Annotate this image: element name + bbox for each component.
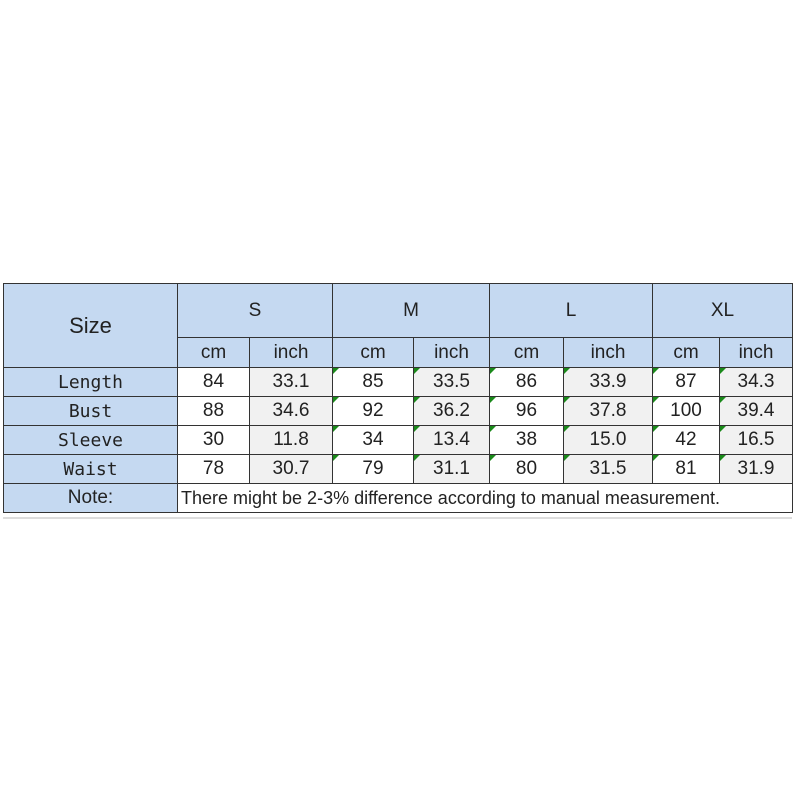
size-m-header: M: [332, 283, 490, 338]
cm-cell: 38: [489, 425, 564, 455]
unit-header-cm: cm: [652, 337, 720, 368]
table-row: Bust 88 34.6 92 36.2 96 37.8 100 39.4: [3, 396, 793, 426]
row-label: Length: [3, 367, 178, 397]
size-l-header: L: [489, 283, 653, 338]
size-chart: Size S M L XL cm inch cm inch cm inch cm inch L…: [3, 283, 793, 513]
cm-cell: 84: [177, 367, 250, 397]
cm-cell: 79: [332, 454, 414, 484]
cm-cell: 86: [489, 367, 564, 397]
cm-cell: 81: [652, 454, 720, 484]
inch-cell: 31.9: [719, 454, 793, 484]
inch-cell: 39.4: [719, 396, 793, 426]
cm-cell: 87: [652, 367, 720, 397]
note-label: Note:: [3, 483, 178, 513]
inch-cell: 34.6: [249, 396, 333, 426]
unit-header-inch: inch: [719, 337, 793, 368]
cm-cell: 92: [332, 396, 414, 426]
size-header: Size: [3, 283, 178, 368]
inch-cell: 16.5: [719, 425, 793, 455]
cm-cell: 42: [652, 425, 720, 455]
size-s-header: S: [177, 283, 333, 338]
divider: [3, 517, 792, 519]
cm-cell: 100: [652, 396, 720, 426]
size-xl-header: XL: [652, 283, 793, 338]
table-row: Sleeve 30 11.8 34 13.4 38 15.0 42 16.5: [3, 425, 793, 455]
cm-cell: 96: [489, 396, 564, 426]
unit-header-cm: cm: [332, 337, 414, 368]
inch-cell: 15.0: [563, 425, 653, 455]
table-row: Waist 78 30.7 79 31.1 80 31.5 81 31.9: [3, 454, 793, 484]
table-row: Length 84 33.1 85 33.5 86 33.9 87 34.3: [3, 367, 793, 397]
unit-header-cm: cm: [489, 337, 564, 368]
cm-cell: 85: [332, 367, 414, 397]
unit-header-inch: inch: [563, 337, 653, 368]
cm-cell: 80: [489, 454, 564, 484]
inch-cell: 30.7: [249, 454, 333, 484]
inch-cell: 34.3: [719, 367, 793, 397]
inch-cell: 33.5: [413, 367, 490, 397]
unit-header-cm: cm: [177, 337, 250, 368]
inch-cell: 31.5: [563, 454, 653, 484]
cm-cell: 34: [332, 425, 414, 455]
size-table: Size S M L XL cm inch cm inch cm inch cm inch L…: [3, 283, 793, 513]
inch-cell: 31.1: [413, 454, 490, 484]
row-label: Waist: [3, 454, 178, 484]
inch-cell: 33.9: [563, 367, 653, 397]
cm-cell: 30: [177, 425, 250, 455]
row-label: Bust: [3, 396, 178, 426]
inch-cell: 33.1: [249, 367, 333, 397]
inch-cell: 11.8: [249, 425, 333, 455]
unit-header-inch: inch: [249, 337, 333, 368]
unit-header-inch: inch: [413, 337, 490, 368]
inch-cell: 13.4: [413, 425, 490, 455]
note-text: There might be 2-3% difference according…: [177, 483, 793, 513]
inch-cell: 36.2: [413, 396, 490, 426]
cm-cell: 78: [177, 454, 250, 484]
cm-cell: 88: [177, 396, 250, 426]
inch-cell: 37.8: [563, 396, 653, 426]
row-label: Sleeve: [3, 425, 178, 455]
